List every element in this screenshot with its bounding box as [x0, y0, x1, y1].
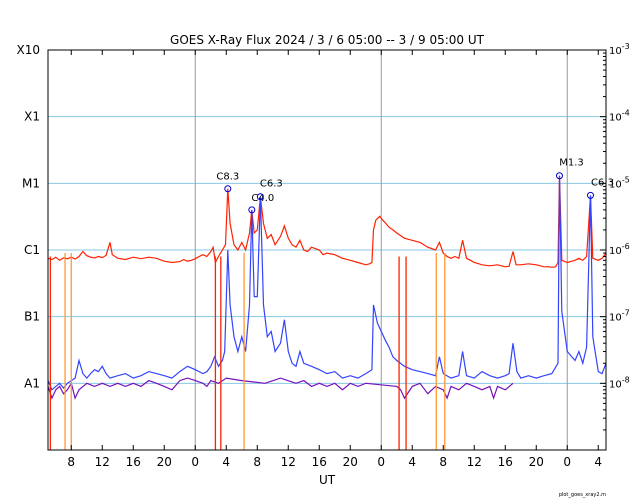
y-tick-label: 10-8	[609, 375, 630, 390]
class-label: C1	[24, 243, 40, 257]
flare-marker	[248, 206, 256, 214]
series-long-line	[47, 175, 607, 268]
flare-marker	[556, 172, 563, 180]
gap-layer	[49, 253, 446, 450]
x-tick-label: 12	[281, 455, 296, 469]
x-tick-label: 0	[191, 455, 199, 469]
series-short_alt-line	[47, 377, 514, 401]
series-layer	[47, 175, 607, 401]
x-tick-label: 20	[343, 455, 358, 469]
class-label: M1	[22, 176, 40, 190]
axis-layer: 8 12 16 20 0 4 8 12 16 20 0 4 8 12 16 20 0 4 X10 X1 M1 C1 B1 A1…	[17, 42, 630, 469]
grid-layer	[48, 50, 606, 450]
flare-label: C8.3	[216, 172, 239, 183]
x-tick-label: 8	[253, 455, 261, 469]
x-tick-label: 8	[439, 455, 447, 469]
x-tick-label: 8	[67, 455, 75, 469]
class-label: A1	[24, 376, 40, 390]
x-tick-label: 16	[312, 455, 327, 469]
chart-title: GOES X-Ray Flux 2024 / 3 / 6 05:00 -- 3 …	[170, 33, 485, 47]
flare-label: C6.3	[260, 179, 283, 190]
x-tick-label: 4	[222, 455, 230, 469]
x-tick-label: 0	[563, 455, 571, 469]
flare-label: M1.3	[559, 158, 584, 169]
x-axis-label: UT	[319, 473, 336, 487]
x-tick-label: 12	[95, 455, 110, 469]
x-tick-label: 16	[126, 455, 141, 469]
footer-text: plot_goes_xray2.m	[559, 492, 606, 498]
x-tick-label: 4	[594, 455, 602, 469]
class-label: X1	[24, 110, 40, 124]
y-tick-label: 10-6	[609, 242, 630, 257]
annotation-layer: C8.3C4.0C6.3M1.3C6.3	[216, 158, 614, 214]
flare-marker	[587, 191, 594, 199]
y-tick-label: 10-5	[609, 175, 630, 190]
y-tick-label: 10-3	[609, 42, 630, 57]
x-tick-label: 0	[377, 455, 385, 469]
series-short-line	[47, 175, 607, 391]
x-tick-label: 4	[408, 455, 416, 469]
flare-marker	[256, 193, 264, 201]
x-tick-label: 12	[467, 455, 482, 469]
class-label: B1	[24, 310, 40, 324]
y-tick-label: 10-7	[609, 309, 630, 324]
y-tick-label: 10-4	[609, 109, 630, 124]
x-tick-label: 20	[529, 455, 544, 469]
flare-marker	[224, 185, 232, 193]
class-label: X10	[17, 43, 41, 57]
x-tick-label: 20	[157, 455, 172, 469]
x-tick-label: 16	[498, 455, 513, 469]
